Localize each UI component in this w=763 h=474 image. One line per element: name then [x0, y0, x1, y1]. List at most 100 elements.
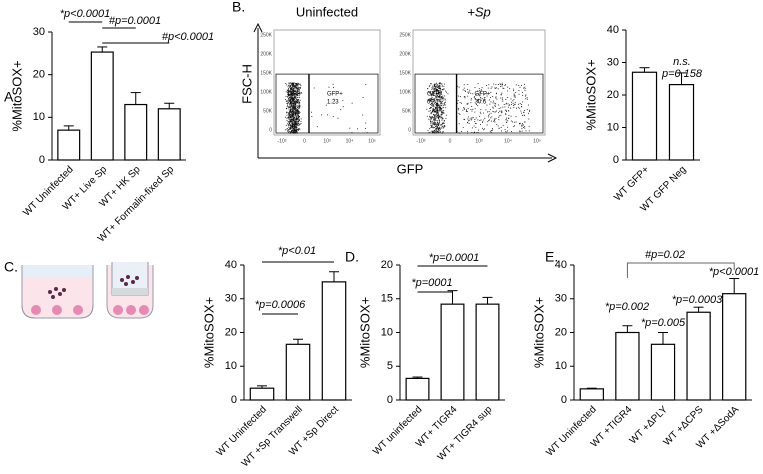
flow-event: [443, 120, 445, 121]
flow-event: [295, 117, 297, 119]
flow-event: [506, 117, 508, 119]
flow-event: [514, 95, 516, 97]
flow-event: [299, 83, 301, 85]
flow-event: [513, 94, 515, 96]
flow-event: [289, 106, 291, 108]
flow-event: [462, 109, 464, 111]
flow-event: [485, 109, 487, 111]
flow-event: [496, 124, 498, 125]
flow-event: [495, 84, 497, 86]
flow-event: [432, 93, 434, 95]
flow-event: [438, 90, 439, 92]
flow-event: [434, 117, 436, 119]
flow-event: [433, 91, 435, 93]
flow-event: [510, 120, 512, 122]
flow-event: [298, 115, 300, 117]
flow-event: [291, 96, 293, 98]
flow-event: [296, 117, 298, 119]
flow-event: [436, 107, 438, 109]
flow-event: [333, 98, 335, 100]
flow-event: [436, 109, 438, 111]
flow-event: [293, 101, 295, 102]
flow-event: [480, 123, 481, 125]
error-bar: [329, 271, 339, 282]
flow-event: [500, 93, 502, 95]
flow-event: [510, 98, 512, 100]
flow-event: [435, 88, 436, 90]
flow-event: [500, 94, 502, 96]
flow-event: [292, 95, 294, 97]
flow-event: [529, 109, 531, 111]
flow-event: [289, 91, 291, 93]
flow-event: [366, 132, 368, 134]
flow-event: [298, 129, 300, 131]
flow-event: [441, 92, 442, 94]
flow-event: [296, 110, 298, 112]
flow-event: [497, 125, 499, 127]
flow-event: [429, 120, 431, 122]
flow-event: [494, 120, 495, 122]
flow-event: [297, 118, 299, 120]
flow-event: [289, 95, 291, 96]
y-tick-label: 0: [387, 394, 393, 406]
flow-event: [513, 90, 514, 92]
flow-event: [442, 126, 444, 128]
flow-event: [295, 101, 297, 103]
flow-event: [494, 121, 496, 123]
flow-event: [447, 93, 449, 95]
flow-event: [435, 90, 437, 92]
flow-event: [430, 116, 431, 118]
flow-event: [295, 89, 297, 91]
flow-event: [438, 88, 440, 90]
flow-event: [297, 112, 299, 114]
flow-event: [291, 114, 293, 116]
flow-event: [434, 121, 436, 123]
flow-event: [437, 110, 439, 112]
flow-event: [296, 109, 298, 111]
flow-event: [430, 103, 432, 105]
flow-event: [438, 132, 440, 134]
flow-event: [514, 103, 516, 105]
y-tick-label: 10: [225, 360, 237, 372]
flow-event: [298, 128, 300, 130]
flow-event: [430, 124, 432, 126]
flow-event: [293, 115, 295, 117]
flow-event: [443, 85, 445, 87]
flow-event: [295, 110, 297, 112]
flow-event: [291, 93, 293, 95]
flow-event: [508, 114, 510, 116]
flow-event: [477, 119, 479, 121]
flow-event: [287, 90, 289, 92]
flow-event: [492, 107, 494, 109]
flow-event: [469, 89, 471, 91]
flow-event: [296, 126, 298, 128]
flow-event: [524, 121, 526, 123]
flow-event: [292, 105, 294, 107]
flow-event: [296, 101, 298, 103]
bar: [157, 108, 181, 161]
flow-event: [524, 88, 526, 90]
error-bar: [639, 67, 650, 73]
flow-event: [435, 107, 436, 109]
flow-event: [499, 110, 501, 112]
flow-event: [467, 108, 469, 110]
flow-event: [524, 89, 526, 91]
flow-event: [446, 91, 447, 93]
flow-y-tick: 0: [269, 127, 272, 133]
flow-event: [436, 115, 438, 117]
flow-event: [440, 131, 442, 133]
flow-event: [286, 112, 288, 114]
flow-event: [441, 108, 443, 109]
flow-event: [433, 117, 435, 119]
flow-event: [477, 132, 479, 134]
flow-event: [297, 114, 299, 116]
flow-event: [463, 118, 465, 120]
flow-event: [444, 125, 446, 127]
flow-event: [291, 97, 293, 99]
flow-event: [464, 97, 466, 99]
flow-event: [293, 90, 295, 92]
flow-event: [292, 120, 294, 122]
flow-event: [433, 97, 435, 99]
flow-event: [292, 89, 294, 91]
flow-event: [508, 110, 510, 112]
